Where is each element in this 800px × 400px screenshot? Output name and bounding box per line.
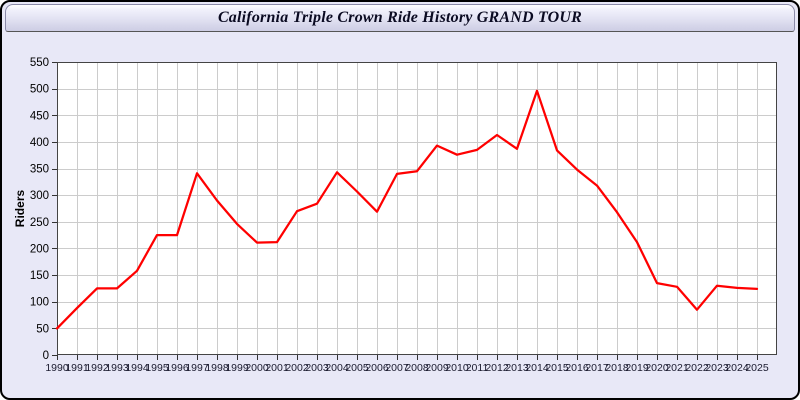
svg-text:2000: 2000 (245, 362, 269, 374)
svg-text:2022: 2022 (685, 362, 709, 374)
svg-text:2001: 2001 (265, 362, 289, 374)
svg-text:2006: 2006 (365, 362, 389, 374)
title-bar: California Triple Crown Ride History GRA… (5, 4, 795, 32)
svg-text:1990: 1990 (45, 362, 69, 374)
svg-text:450: 450 (30, 110, 49, 122)
svg-text:2013: 2013 (505, 362, 529, 374)
svg-text:2019: 2019 (625, 362, 649, 374)
svg-text:2017: 2017 (585, 362, 609, 374)
svg-text:1998: 1998 (205, 362, 229, 374)
svg-text:1991: 1991 (65, 362, 89, 374)
svg-text:2015: 2015 (545, 362, 569, 374)
svg-text:2025: 2025 (745, 362, 769, 374)
svg-text:2011: 2011 (466, 362, 489, 374)
plot-border (57, 62, 777, 355)
svg-text:2024: 2024 (725, 362, 749, 374)
y-axis-title: Riders (13, 190, 27, 228)
svg-text:2012: 2012 (485, 362, 509, 374)
axis-ticks (52, 62, 758, 360)
svg-text:50: 50 (36, 323, 49, 335)
svg-text:2018: 2018 (605, 362, 629, 374)
svg-text:100: 100 (30, 297, 49, 309)
svg-text:300: 300 (30, 190, 49, 202)
gridlines (57, 62, 777, 355)
svg-text:2002: 2002 (285, 362, 309, 374)
svg-text:2020: 2020 (645, 362, 669, 374)
y-axis-labels: 0 50 100 150 200 250 300 350 400 450 500 550 (30, 57, 49, 362)
svg-text:400: 400 (30, 137, 49, 149)
svg-text:2023: 2023 (705, 362, 729, 374)
svg-text:0: 0 (43, 350, 49, 362)
svg-text:1993: 1993 (105, 362, 129, 374)
svg-text:200: 200 (30, 243, 49, 255)
data-line-riders (55, 89, 759, 330)
svg-text:2003: 2003 (305, 362, 329, 374)
svg-text:2004: 2004 (325, 362, 349, 374)
svg-text:1995: 1995 (145, 362, 169, 374)
chart-title: California Triple Crown Ride History GRA… (217, 9, 583, 26)
svg-text:1996: 1996 (165, 362, 189, 374)
svg-text:550: 550 (30, 57, 49, 69)
svg-text:350: 350 (30, 164, 49, 176)
svg-text:2008: 2008 (405, 362, 429, 374)
svg-text:2005: 2005 (345, 362, 369, 374)
svg-text:2010: 2010 (445, 362, 469, 374)
svg-text:2007: 2007 (385, 362, 409, 374)
svg-text:1997: 1997 (185, 362, 209, 374)
svg-text:2021: 2021 (665, 362, 689, 374)
svg-text:1999: 1999 (225, 362, 249, 374)
x-axis-labels: 1990199119921993199419951996199719981999… (45, 362, 769, 374)
svg-text:500: 500 (30, 84, 49, 96)
svg-text:1992: 1992 (85, 362, 109, 374)
svg-text:150: 150 (30, 270, 49, 282)
svg-text:1994: 1994 (125, 362, 149, 374)
svg-text:2014: 2014 (525, 362, 549, 374)
svg-text:2009: 2009 (425, 362, 449, 374)
svg-text:2016: 2016 (565, 362, 589, 374)
svg-text:250: 250 (30, 217, 49, 229)
